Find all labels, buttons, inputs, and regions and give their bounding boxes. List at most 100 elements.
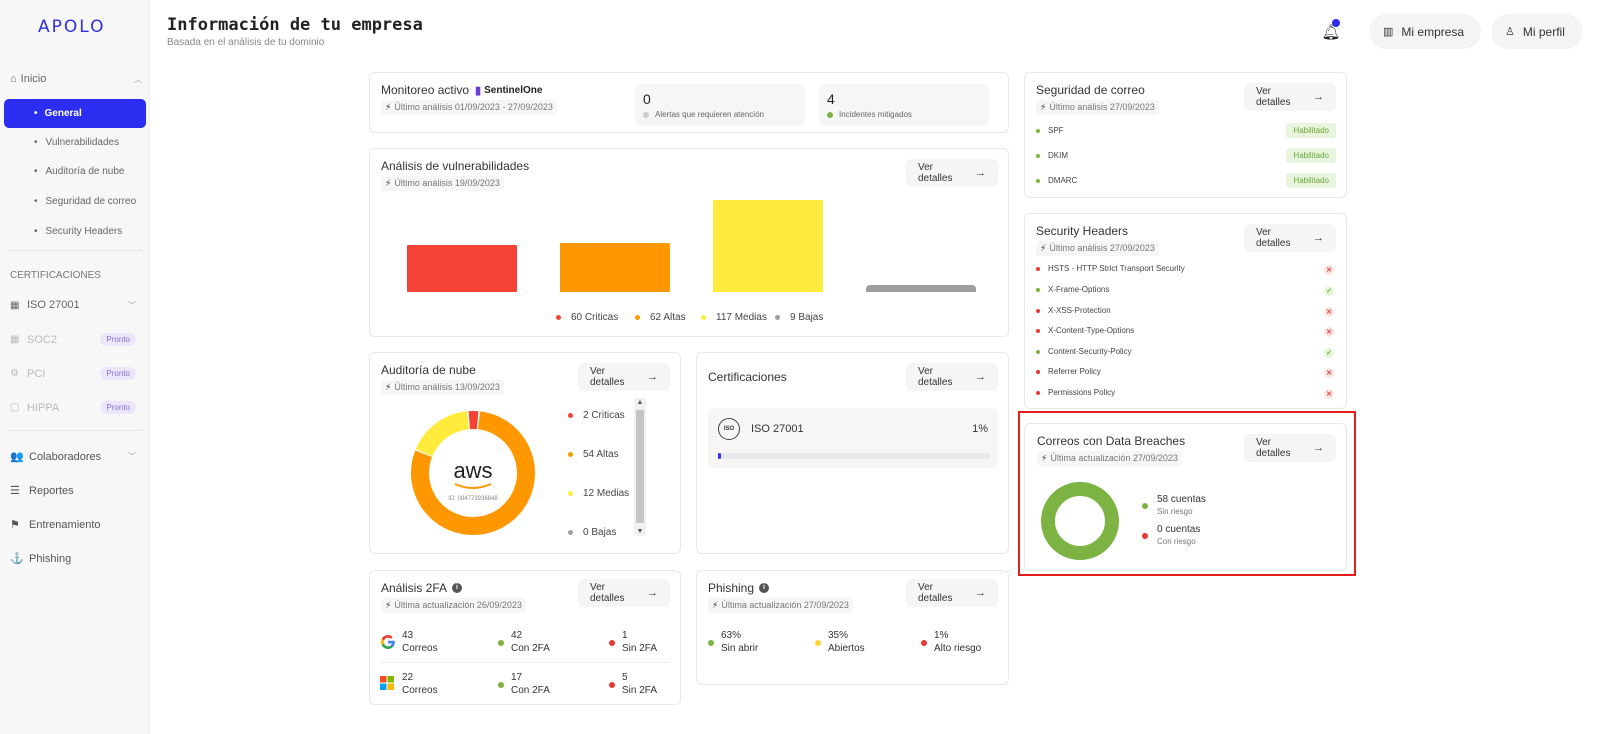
correo-row-dmarc: DMARC bbox=[1036, 176, 1077, 185]
2fa-details-button[interactable]: Ver detalles → bbox=[578, 579, 670, 607]
details-label: Ver detalles bbox=[590, 582, 625, 604]
scroll-up-icon[interactable]: ▲ bbox=[636, 399, 644, 406]
soon-badge: Pronto bbox=[100, 367, 136, 380]
status-dot bbox=[1142, 503, 1148, 509]
card-title: Análisis 2FA i bbox=[381, 581, 463, 595]
sidebar-item-seguridad-correo[interactable]: Seguridad de correo bbox=[34, 196, 137, 207]
cert-row-iso27001[interactable]: ISO ISO 27001 1% bbox=[708, 408, 998, 468]
header-row-x-content-type: X-Content-Type-Options bbox=[1036, 326, 1134, 335]
sidebar-item-auditoria-nube[interactable]: Auditoría de nube bbox=[34, 166, 125, 177]
google-icon bbox=[381, 635, 395, 649]
card-title-text: Análisis 2FA bbox=[381, 581, 448, 595]
sidebar-item-security-headers[interactable]: Security Headers bbox=[34, 226, 123, 237]
x-icon: ✕ bbox=[1324, 265, 1334, 275]
last-analysis: ⚡︎ Último análisis 01/09/2023 - 27/09/202… bbox=[381, 100, 557, 115]
arrow-right-icon: → bbox=[647, 587, 658, 599]
sidebar-item-reportes[interactable]: ☰ Reportes bbox=[10, 484, 136, 498]
status-dot bbox=[1036, 369, 1040, 374]
google-without-label: Sin 2FA bbox=[622, 643, 658, 654]
header-row-x-xss: X-XSS-Protection bbox=[1036, 306, 1111, 315]
sidebar-item-label: SOC2 bbox=[27, 333, 57, 346]
card-title: Phishing i bbox=[708, 581, 770, 595]
bolt-icon: ⚡︎ bbox=[1040, 102, 1047, 112]
last-analysis: ⚡︎ Última actualización 26/09/2023 bbox=[381, 598, 526, 613]
bell-icon[interactable]: 🔔︎ bbox=[1321, 24, 1341, 41]
cert-progress-track bbox=[718, 453, 990, 459]
breaches-donut-chart bbox=[1041, 482, 1119, 560]
legend-label: 60 Criticas bbox=[571, 312, 619, 323]
nodes-icon: ⚙ bbox=[10, 368, 19, 379]
row-label: X-Frame-Options bbox=[1048, 285, 1110, 294]
nube-details-button[interactable]: Ver detalles → bbox=[578, 363, 670, 391]
microsoft-without-num: 5 bbox=[622, 672, 628, 683]
bolt-icon: ⚡︎ bbox=[1041, 453, 1048, 463]
profile-button[interactable]: ♙ Mi perfil bbox=[1491, 14, 1583, 49]
status-dot bbox=[1036, 153, 1040, 158]
card-monitoreo: Monitoreo activo ▮ SentinelOne ⚡︎ Último a… bbox=[369, 72, 1009, 133]
status-dot bbox=[1036, 308, 1040, 313]
legend-scrollbar[interactable]: ▲ ▼ bbox=[634, 398, 646, 536]
company-button[interactable]: ▥ Mi empresa bbox=[1369, 14, 1481, 49]
incidents-label-text: Incidentes mitigados bbox=[839, 110, 912, 119]
scroll-down-icon[interactable]: ▼ bbox=[636, 528, 644, 535]
scroll-thumb[interactable] bbox=[636, 410, 644, 523]
nube-legend-bajas: 0 Bajas bbox=[568, 527, 616, 538]
aws-account-id: ID: 084773936848 bbox=[448, 496, 498, 502]
sidebar-item-vulnerabilidades[interactable]: Vulnerabilidades bbox=[34, 137, 120, 148]
sidebar-item-colaboradores[interactable]: 👥 Colaboradores ﹀ bbox=[10, 450, 136, 464]
legend-criticas: 60 Criticas bbox=[556, 312, 618, 323]
info-icon[interactable]: i bbox=[452, 583, 463, 593]
cert-details-button[interactable]: Ver detalles → bbox=[906, 363, 998, 391]
details-label: Ver detalles bbox=[1256, 227, 1291, 249]
legend-dot bbox=[556, 315, 561, 320]
info-icon[interactable]: i bbox=[759, 583, 770, 593]
x-icon: ✕ bbox=[1324, 327, 1334, 337]
details-label: Ver detalles bbox=[1256, 437, 1291, 459]
phishing-alto-riesgo: 1% Alto riesgo bbox=[934, 629, 981, 655]
card-security-headers: Security Headers ⚡︎ Último análisis 27/09… bbox=[1024, 213, 1347, 409]
nav-inicio-label: Inicio bbox=[20, 73, 47, 85]
status-dot bbox=[1036, 128, 1040, 133]
correo-row-dkim: DKIM bbox=[1036, 151, 1068, 160]
correo-details-button[interactable]: Ver detalles → bbox=[1244, 83, 1336, 111]
stat-label: Abiertos bbox=[828, 643, 865, 654]
last-analysis-text: Última actualización 26/09/2023 bbox=[394, 600, 522, 610]
header-row-referrer: Referrer Policy bbox=[1036, 367, 1101, 376]
details-label: Ver detalles bbox=[590, 366, 625, 388]
legend-label: 2 Criticas bbox=[583, 410, 625, 421]
bolt-icon: ⚡︎ bbox=[385, 102, 392, 112]
card-seguridad-correo: Seguridad de correo ⚡︎ Último análisis 27… bbox=[1024, 72, 1347, 198]
correo-row-spf: SPF bbox=[1036, 126, 1064, 135]
legend-bajas: 9 Bajas bbox=[775, 312, 823, 323]
app-logo[interactable]: APOLO bbox=[38, 17, 106, 37]
card-title: Security Headers bbox=[1036, 224, 1129, 238]
status-dot bbox=[1036, 287, 1040, 292]
sidebar-item-phishing[interactable]: ⚓ Phishing bbox=[10, 552, 136, 566]
legend-medias: 117 Medias bbox=[701, 312, 767, 323]
nav-inicio[interactable]: ⌂ Inicio ︿ bbox=[10, 72, 142, 86]
sidebar-item-entrenamiento[interactable]: ⚑ Entrenamiento bbox=[10, 518, 136, 532]
phishing-abiertos: 35% Abiertos bbox=[828, 629, 865, 655]
check-icon: ✓ bbox=[1324, 348, 1334, 358]
microsoft-with-num: 17 bbox=[511, 672, 523, 683]
microsoft-without-2fa: 5 Sin 2FA bbox=[622, 671, 657, 697]
headers-details-button[interactable]: Ver detalles → bbox=[1244, 224, 1336, 252]
alerts-stat: 0 Alertas que requieren atención bbox=[635, 84, 805, 126]
phishing-details-button[interactable]: Ver detalles → bbox=[906, 579, 998, 607]
vuln-details-button[interactable]: Ver detalles → bbox=[906, 159, 998, 187]
breaches-risk: 0 cuentas Con riesgo bbox=[1157, 524, 1200, 548]
google-without-num: 1 bbox=[622, 630, 628, 641]
donut-slice-criticas bbox=[411, 411, 535, 535]
last-analysis-text: Último análisis 19/09/2023 bbox=[394, 178, 500, 188]
row-label: Content-Security-Policy bbox=[1048, 347, 1132, 356]
arrow-right-icon: → bbox=[975, 371, 986, 383]
divider bbox=[8, 430, 142, 431]
sidebar-item-iso27001[interactable]: ▦ ISO 27001 ﹀ bbox=[10, 299, 136, 311]
status-badge: Habilitado bbox=[1286, 148, 1336, 163]
notification-dot bbox=[1332, 19, 1340, 27]
card-title: Monitoreo activo ▮ SentinelOne bbox=[381, 83, 542, 97]
sidebar-item-general[interactable]: • General bbox=[4, 99, 146, 128]
arrow-right-icon: → bbox=[647, 371, 658, 383]
breaches-details-button[interactable]: Ver detalles → bbox=[1244, 434, 1336, 462]
aws-smile bbox=[454, 483, 492, 489]
